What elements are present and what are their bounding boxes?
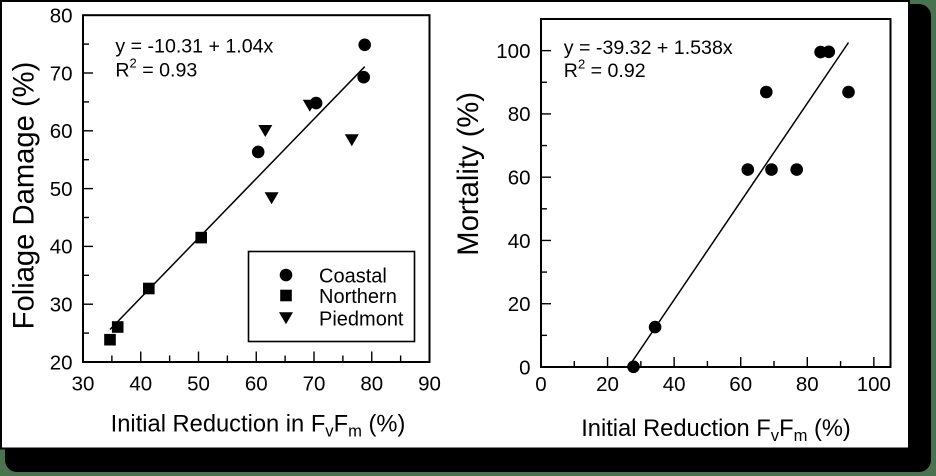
svg-text:Foliage Damage (%): Foliage Damage (%) bbox=[9, 62, 41, 330]
svg-text:50: 50 bbox=[50, 178, 73, 201]
svg-text:60: 60 bbox=[729, 373, 752, 396]
svg-text:0: 0 bbox=[535, 373, 546, 396]
svg-text:40: 40 bbox=[663, 373, 686, 396]
svg-text:R2 = 0.92: R2 = 0.92 bbox=[564, 56, 646, 82]
svg-text:R2 = 0.93: R2 = 0.93 bbox=[115, 56, 197, 82]
svg-text:90: 90 bbox=[418, 373, 441, 396]
svg-text:40: 40 bbox=[50, 236, 73, 259]
svg-text:70: 70 bbox=[303, 373, 326, 396]
svg-text:20: 20 bbox=[50, 351, 73, 374]
svg-text:Piedmont: Piedmont bbox=[319, 308, 404, 330]
svg-text:60: 60 bbox=[508, 166, 531, 189]
svg-text:y = -39.32 + 1.538x: y = -39.32 + 1.538x bbox=[564, 37, 733, 59]
svg-text:50: 50 bbox=[187, 373, 210, 396]
svg-text:40: 40 bbox=[129, 373, 152, 396]
svg-text:80: 80 bbox=[50, 5, 73, 28]
svg-text:Initial Reduction FvFm (%): Initial Reduction FvFm (%) bbox=[581, 416, 851, 445]
svg-text:0: 0 bbox=[519, 356, 530, 379]
svg-text:100: 100 bbox=[496, 40, 530, 63]
svg-text:Coastal: Coastal bbox=[319, 265, 387, 287]
svg-text:100: 100 bbox=[857, 373, 891, 396]
svg-text:60: 60 bbox=[50, 120, 73, 143]
svg-text:Northern: Northern bbox=[319, 286, 397, 308]
svg-text:30: 30 bbox=[72, 373, 95, 396]
svg-text:20: 20 bbox=[596, 373, 619, 396]
svg-text:Mortality (%): Mortality (%) bbox=[453, 92, 485, 256]
svg-text:Initial Reduction in FvFm (%): Initial Reduction in FvFm (%) bbox=[111, 411, 406, 440]
svg-text:y = -10.31 + 1.04x: y = -10.31 + 1.04x bbox=[115, 35, 273, 57]
svg-text:80: 80 bbox=[508, 103, 531, 126]
svg-text:60: 60 bbox=[245, 373, 268, 396]
svg-text:70: 70 bbox=[50, 62, 73, 85]
svg-text:80: 80 bbox=[360, 373, 383, 396]
svg-text:20: 20 bbox=[508, 293, 531, 316]
svg-text:30: 30 bbox=[50, 294, 73, 317]
svg-text:80: 80 bbox=[796, 373, 819, 396]
svg-text:40: 40 bbox=[508, 230, 531, 253]
